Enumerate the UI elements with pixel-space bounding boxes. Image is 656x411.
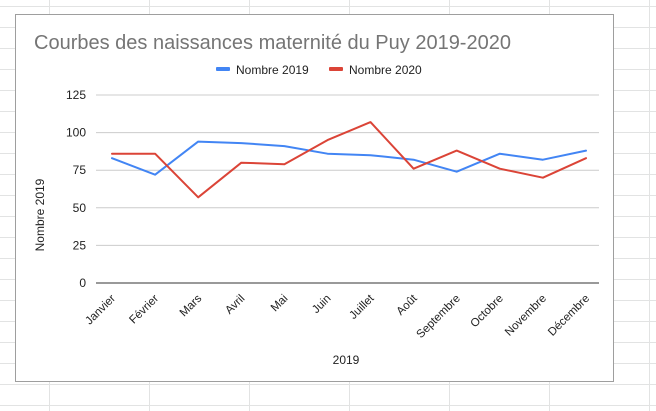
- x-tick-label: Juillet: [347, 292, 377, 322]
- x-axis-title: 2019: [333, 353, 360, 367]
- x-tick-label: Mars: [178, 292, 205, 319]
- y-tick-label: 50: [73, 201, 87, 215]
- series-line-1: [111, 140, 587, 176]
- x-tick-label: Janvier: [83, 293, 118, 328]
- y-tick-label: 100: [66, 126, 86, 140]
- y-tick-label: 125: [66, 88, 86, 102]
- y-axis-title: Nombre 2019: [33, 178, 47, 251]
- series-lines: [111, 121, 587, 199]
- x-tick-label: Avril: [223, 293, 247, 317]
- x-tick-label: Juin: [310, 293, 333, 316]
- legend-label-2: Nombre 2020: [349, 63, 422, 77]
- y-axis-ticks: 0 25 50 75 100 125: [66, 88, 86, 290]
- x-tick-label: Septembre: [415, 293, 463, 341]
- legend-label-1: Nombre 2019: [236, 63, 309, 77]
- legend-swatch-2: [329, 67, 343, 71]
- x-tick-label: Août: [395, 292, 421, 318]
- series-line-2: [111, 121, 587, 199]
- line-chart: Courbes des naissances maternité du Puy …: [33, 32, 599, 367]
- y-tick-label: 0: [79, 276, 86, 290]
- gridlines: [96, 94, 599, 284]
- x-tick-label: Octobre: [469, 293, 506, 330]
- x-tick-label: Février: [127, 293, 161, 327]
- x-axis-ticks: Janvier Février Mars Avril Mai Juin Juillet Aoû…: [83, 292, 592, 341]
- x-tick-label: Mai: [269, 293, 291, 315]
- chart-title: Courbes des naissances maternité du Puy …: [34, 32, 511, 54]
- legend: Nombre 2019 Nombre 2020: [216, 63, 422, 77]
- x-tick-label: Décembre: [546, 293, 592, 339]
- x-tick-label: Novembre: [503, 293, 549, 339]
- y-tick-label: 25: [73, 238, 87, 252]
- legend-swatch-1: [216, 67, 230, 71]
- chart-container[interactable]: Courbes des naissances maternité du Puy …: [15, 14, 614, 382]
- y-tick-label: 75: [73, 163, 87, 177]
